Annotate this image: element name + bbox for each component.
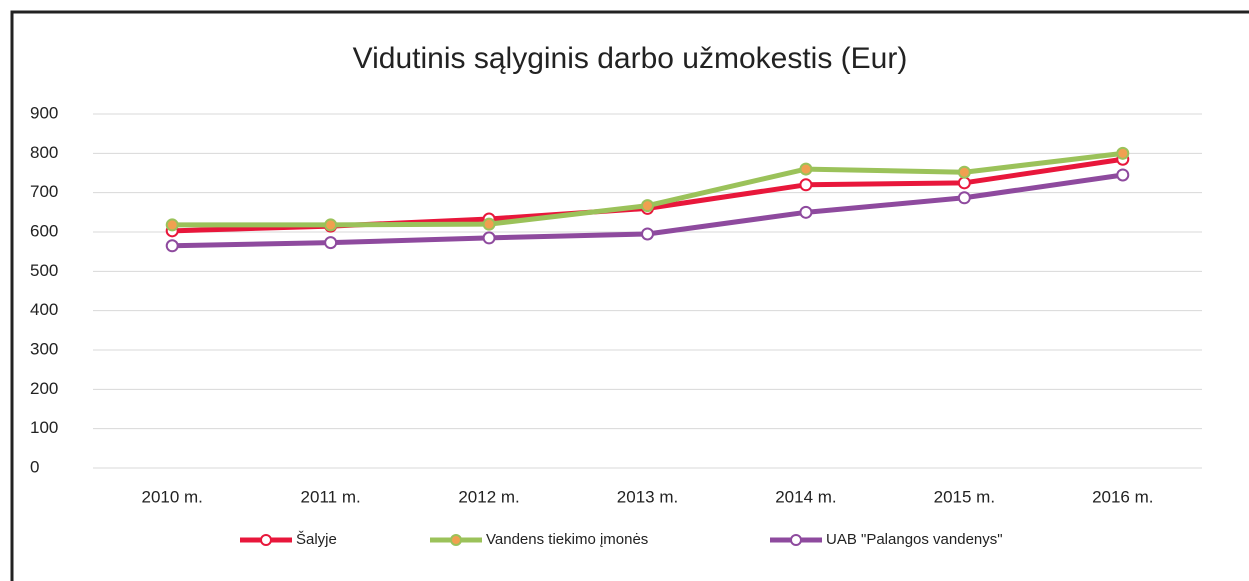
legend-marker	[260, 534, 272, 546]
y-tick-label: 800	[30, 143, 58, 162]
y-tick-label: 300	[30, 339, 58, 358]
x-tick-label: 2010 m.	[141, 487, 202, 506]
legend-marker	[790, 534, 802, 546]
point	[1116, 146, 1130, 160]
chart-frame	[10, 10, 1249, 581]
legend-label: Šalyje	[296, 531, 337, 548]
point	[482, 217, 496, 231]
point	[165, 218, 179, 232]
point	[324, 218, 338, 232]
y-tick-label: 900	[30, 103, 58, 122]
point	[324, 236, 338, 250]
y-tick-label: 400	[30, 300, 58, 319]
point	[799, 205, 813, 219]
y-tick-label: 500	[30, 261, 58, 280]
point	[641, 227, 654, 241]
point	[482, 231, 496, 245]
y-tick-label: 0	[30, 457, 39, 476]
legend-marker	[450, 534, 462, 546]
legend-label: Vandens tiekimo įmonės	[486, 531, 648, 548]
point	[165, 239, 179, 253]
x-tick-label: 2015 m.	[934, 487, 995, 506]
y-tick-label: 200	[30, 379, 58, 398]
x-tick-label: 2016 m.	[1092, 487, 1153, 506]
x-tick-label: 2011 m.	[301, 487, 361, 506]
point	[799, 178, 813, 192]
point	[957, 176, 971, 190]
y-tick-label: 100	[30, 418, 58, 437]
point	[1116, 168, 1130, 182]
point	[799, 162, 813, 176]
x-tick-label: 2013 m.	[617, 487, 678, 506]
y-tick-label: 700	[30, 182, 58, 201]
x-tick-label: 2014 m.	[775, 487, 836, 506]
y-tick-label: 600	[30, 221, 58, 240]
point	[641, 199, 654, 213]
point	[957, 191, 971, 205]
x-tick-label: 2012 m.	[458, 487, 519, 506]
point	[957, 165, 971, 179]
chart-title: Vidutinis sąlyginis darbo užmokestis (Eu…	[353, 42, 908, 75]
legend-label: UAB "Palangos vandenys"	[826, 531, 1003, 548]
